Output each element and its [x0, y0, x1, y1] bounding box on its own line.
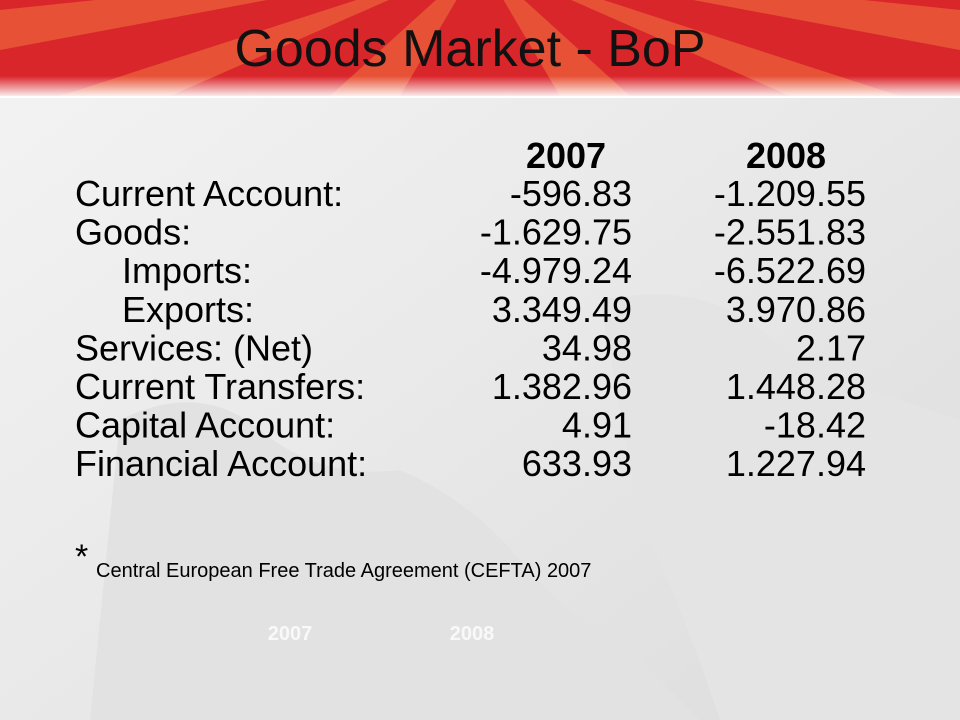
bop-table: 2007 2008 Current Account: -596.83 -1.209.55… — [75, 135, 866, 484]
table-row: Exports: 3.349.49 3.970.86 — [122, 289, 866, 330]
table-row: Current Account: -596.83 -1.209.55 — [75, 173, 866, 214]
row-label: Exports: — [122, 289, 254, 330]
row-label: Current Account: — [75, 173, 343, 214]
cell-value: 1.227.94 — [726, 443, 866, 484]
row-label: Goods: — [75, 212, 191, 253]
map-shape — [90, 402, 700, 720]
cell-value: -18.42 — [764, 405, 866, 446]
table-row: Services: (Net) 34.98 2.17 — [75, 327, 866, 368]
footnote-text: Central European Free Trade Agreement (C… — [96, 560, 591, 582]
cell-value: 1.382.96 — [492, 366, 632, 407]
cell-value: -6.522.69 — [714, 250, 866, 291]
cell-value: 4.91 — [562, 405, 632, 446]
cell-value: 633.93 — [522, 443, 632, 484]
map-shape — [600, 294, 960, 720]
cell-value: 2.17 — [796, 327, 866, 368]
row-label: Financial Account: — [75, 443, 367, 484]
cell-value: -4.979.24 — [480, 250, 632, 291]
header-band — [0, 0, 960, 98]
background-label: 2007 — [268, 623, 313, 645]
header-row: 2007 2008 — [526, 135, 826, 176]
cell-value: 3.349.49 — [492, 289, 632, 330]
table-row: Imports: -4.979.24 -6.522.69 — [122, 250, 866, 291]
cell-value: 1.448.28 — [726, 366, 866, 407]
cell-value: 34.98 — [542, 327, 632, 368]
row-label: Capital Account: — [75, 405, 335, 446]
row-label: Current Transfers: — [75, 366, 365, 407]
footnote-mark: * — [75, 538, 88, 576]
table-row: Capital Account: 4.91 -18.42 — [75, 405, 866, 446]
cell-value: -2.551.83 — [714, 212, 866, 253]
column-header: 2008 — [746, 135, 826, 176]
cell-value: -1.209.55 — [714, 173, 866, 214]
table-row: Goods: -1.629.75 -2.551.83 — [75, 212, 866, 253]
cell-value: -596.83 — [510, 173, 632, 214]
cell-value: 3.970.86 — [726, 289, 866, 330]
row-label: Imports: — [122, 250, 252, 291]
cell-value: -1.629.75 — [480, 212, 632, 253]
row-label: Services: (Net) — [75, 327, 313, 368]
table-row: Current Transfers: 1.382.96 1.448.28 — [75, 366, 866, 407]
table-row: Financial Account: 633.93 1.227.94 — [75, 443, 866, 484]
slide-title: Goods Market - BoP — [234, 20, 705, 78]
background-label: 2008 — [450, 623, 495, 645]
column-header: 2007 — [526, 135, 606, 176]
